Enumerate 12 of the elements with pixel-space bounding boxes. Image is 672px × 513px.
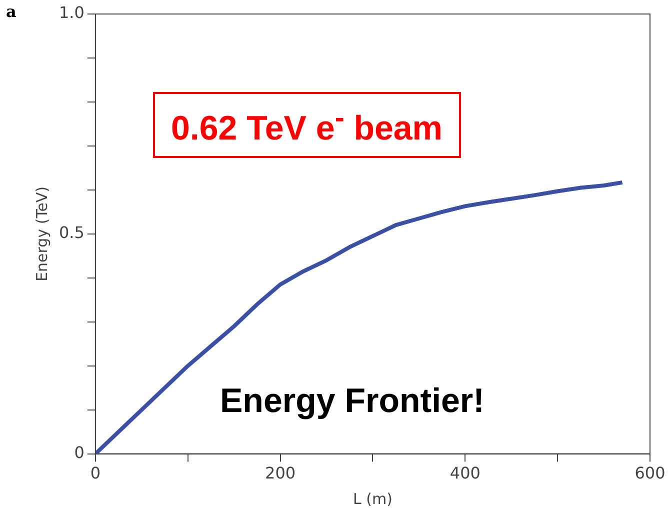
annotation: Energy Frontier! (220, 382, 484, 421)
x-tick-label: 600 (634, 464, 666, 483)
x-tick-label: 400 (450, 464, 480, 483)
x-tick-label: 0 (90, 464, 101, 483)
text: a (6, 2, 16, 21)
x-axis-title: L (m) (352, 490, 392, 508)
y-axis-title: Energy (TeV) (32, 186, 51, 282)
annotation: 0.62 TeV e$^{-}$ beam (153, 92, 461, 158)
y-tick-label: 0 (74, 442, 84, 462)
y-tick-label: 1.0 (58, 3, 84, 22)
x-tick-label: 200 (265, 464, 296, 483)
y-tick-label: 0.5 (58, 223, 84, 242)
